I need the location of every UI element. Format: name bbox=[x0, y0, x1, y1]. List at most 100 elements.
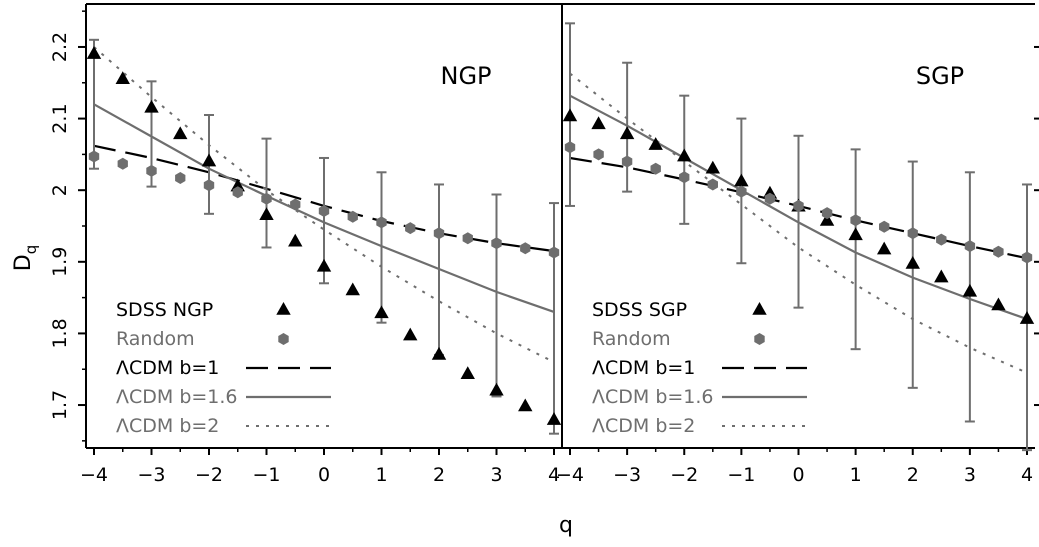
data-point-triangle bbox=[144, 99, 159, 113]
data-point-triangle bbox=[962, 283, 978, 297]
x-tick-label: −4 bbox=[80, 464, 108, 486]
legend-label: ΛCDM b=1 bbox=[116, 357, 219, 379]
data-point-triangle bbox=[705, 160, 721, 174]
data-point-triangle bbox=[619, 126, 635, 140]
data-point-triangle bbox=[991, 297, 1006, 311]
legend-label: ΛCDM b=1 bbox=[592, 357, 695, 379]
series-line bbox=[93, 46, 555, 363]
x-tick-label: −4 bbox=[556, 464, 584, 486]
data-point-hexagon bbox=[88, 150, 100, 163]
data-point-triangle bbox=[460, 366, 475, 380]
y-axis-label-main: D bbox=[11, 254, 36, 271]
data-point-triangle bbox=[115, 71, 130, 84]
y-tick-label: 2.2 bbox=[49, 32, 71, 62]
data-point-triangle bbox=[201, 153, 217, 167]
data-point-triangle bbox=[591, 116, 606, 130]
x-tick-label: −1 bbox=[727, 464, 755, 486]
data-point-hexagon bbox=[936, 233, 947, 246]
x-tick-label: −2 bbox=[195, 464, 223, 486]
legend-marker bbox=[278, 333, 289, 345]
data-point-triangle bbox=[819, 212, 835, 226]
data-point-triangle bbox=[1019, 311, 1035, 324]
data-point-hexagon bbox=[707, 178, 718, 191]
legend-marker bbox=[752, 302, 767, 315]
data-point-triangle bbox=[648, 137, 663, 150]
data-point-hexagon bbox=[520, 242, 531, 255]
panel-ngp: −4 −3 −2 −1 0 1 2 3 4 1.7 1.8 1.9 2 2.1 2.2 NGP SDSS NGP… bbox=[49, 3, 563, 486]
data-point-triangle bbox=[316, 258, 332, 272]
data-point-hexagon bbox=[993, 245, 1004, 258]
legend-label: ΛCDM b=2 bbox=[592, 415, 695, 437]
data-point-hexagon bbox=[376, 216, 387, 229]
legend-label: ΛCDM b=1.6 bbox=[116, 386, 238, 408]
panel-label: SGP bbox=[916, 62, 964, 90]
x-tick-label: −3 bbox=[613, 464, 641, 486]
data-point-hexagon bbox=[175, 172, 186, 184]
y-tick-label: 2 bbox=[49, 184, 71, 196]
x-tick-label: 0 bbox=[792, 464, 804, 486]
data-point-triangle bbox=[848, 227, 863, 241]
x-tick-label: 2 bbox=[907, 464, 919, 486]
panel-sgp: −4 −3 −2 −1 0 1 2 3 4 SGP SDSS SGP Random ΛCDM b=1 ΛC… bbox=[556, 3, 1039, 486]
x-tick-label: 3 bbox=[490, 464, 502, 486]
y-tick-label: 1.9 bbox=[49, 247, 71, 277]
data-point-triangle bbox=[230, 178, 245, 192]
data-point-hexagon bbox=[433, 227, 445, 240]
data-point-triangle bbox=[518, 398, 533, 412]
data-point-hexagon bbox=[621, 155, 633, 168]
data-point-hexagon bbox=[203, 179, 215, 192]
legend-label: Random bbox=[592, 328, 671, 350]
legend-label: SDSS NGP bbox=[116, 299, 213, 321]
x-axis-label: q bbox=[559, 513, 573, 538]
data-point-hexagon bbox=[650, 162, 661, 175]
data-point-hexagon bbox=[850, 214, 861, 227]
data-point-triangle bbox=[546, 412, 562, 425]
data-point-hexagon bbox=[548, 246, 560, 259]
x-tick-label: −1 bbox=[252, 464, 280, 486]
data-point-triangle bbox=[562, 108, 578, 122]
data-point-hexagon bbox=[117, 157, 128, 170]
data-point-hexagon bbox=[907, 227, 918, 240]
y-axis-label: Dq bbox=[11, 245, 40, 271]
panel-label: NGP bbox=[440, 62, 491, 90]
data-point-triangle bbox=[403, 327, 418, 341]
data-point-triangle bbox=[86, 46, 102, 59]
data-point-hexagon bbox=[764, 192, 776, 205]
legend-label: SDSS SGP bbox=[592, 299, 687, 321]
data-point-hexagon bbox=[736, 185, 747, 198]
x-tick-label: −2 bbox=[670, 464, 698, 486]
data-point-triangle bbox=[734, 173, 749, 187]
data-point-hexagon bbox=[879, 220, 890, 233]
data-point-triangle bbox=[489, 382, 504, 396]
data-point-hexagon bbox=[679, 171, 690, 184]
data-point-triangle bbox=[173, 126, 188, 140]
data-point-hexagon bbox=[462, 232, 473, 245]
data-point-triangle bbox=[677, 148, 692, 162]
x-tick-label: 3 bbox=[964, 464, 976, 486]
data-point-hexagon bbox=[318, 205, 330, 217]
x-tick-label: 4 bbox=[548, 464, 560, 486]
data-point-hexagon bbox=[405, 222, 416, 235]
y-tick-label: 1.8 bbox=[49, 318, 71, 348]
data-point-hexagon bbox=[1021, 251, 1033, 264]
x-tick-label: 1 bbox=[850, 464, 862, 486]
legend-label: ΛCDM b=2 bbox=[116, 415, 219, 437]
legend-label: Random bbox=[116, 328, 195, 350]
data-point-hexagon bbox=[964, 240, 976, 253]
legend-label: ΛCDM b=1.6 bbox=[592, 386, 714, 408]
legend-marker bbox=[276, 302, 291, 315]
x-tick-label: 2 bbox=[433, 464, 445, 486]
data-point-hexagon bbox=[232, 186, 243, 199]
data-point-triangle bbox=[905, 255, 920, 269]
x-tick-label: −3 bbox=[137, 464, 165, 486]
data-point-hexagon bbox=[564, 141, 576, 154]
x-tick-label: 0 bbox=[318, 464, 330, 486]
data-point-triangle bbox=[374, 305, 389, 319]
data-point-triangle bbox=[345, 282, 360, 296]
y-tick-label: 2.1 bbox=[49, 103, 71, 133]
data-point-triangle bbox=[934, 269, 949, 283]
data-point-hexagon bbox=[146, 164, 157, 177]
data-point-hexagon bbox=[491, 237, 502, 250]
y-axis-label-subscript: q bbox=[22, 245, 40, 255]
